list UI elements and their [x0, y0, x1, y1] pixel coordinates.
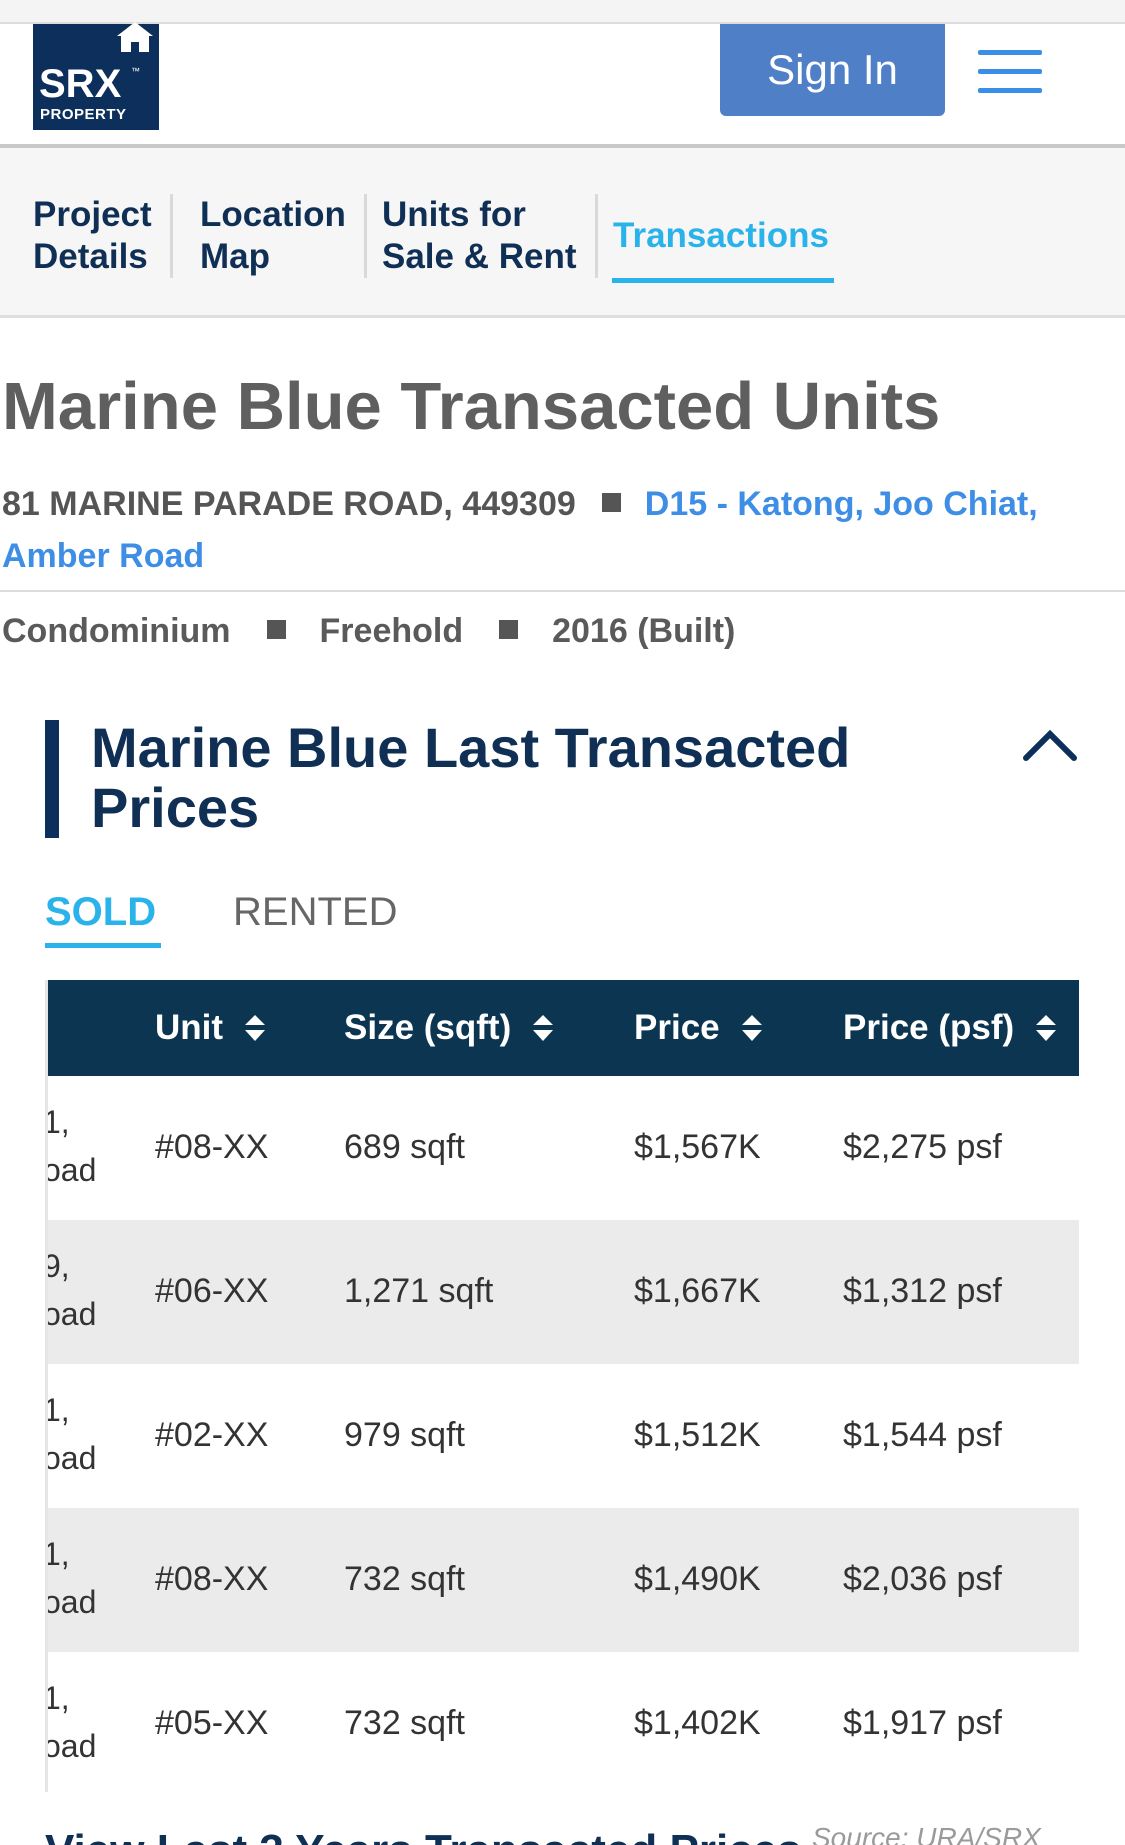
tenure: Freehold — [319, 612, 464, 650]
active-tab-indicator — [612, 278, 834, 283]
project-address: 81 MARINE PARADE ROAD, 449309 D15 - Katon… — [2, 478, 1117, 582]
subtab-indicator — [45, 943, 161, 948]
price-cell: $1,402K — [634, 1704, 761, 1742]
tab-transactions[interactable]: Transactions — [613, 216, 829, 255]
address-cell-clipped: 1, oad — [45, 1104, 97, 1188]
street-address: 81 MARINE PARADE ROAD, 449309 — [2, 485, 576, 523]
address-cell-clipped: 1, oad — [45, 1392, 97, 1476]
site-header: SRX ™ PROPERTY Sign In — [0, 22, 1125, 148]
column-header-unit[interactable]: Unit — [155, 1008, 267, 1048]
data-source-note: Source: URA/SRX — [812, 1822, 1041, 1845]
project-meta: Condominium Freehold 2016 (Built) — [2, 612, 735, 651]
separator-square-icon — [601, 493, 621, 512]
tab-units-for-sale-rent[interactable]: Units for Sale & Rent — [382, 194, 598, 278]
section-accent-bar — [45, 720, 59, 838]
size-cell: 1,271 sqft — [344, 1272, 494, 1310]
subtab-rented[interactable]: RENTED — [233, 890, 398, 934]
tab-location-map[interactable]: Location Map — [200, 194, 367, 278]
psf-cell: $1,917 psf — [843, 1704, 1002, 1742]
psf-cell: $1,312 psf — [843, 1272, 1002, 1310]
year-built: 2016 (Built) — [552, 612, 736, 650]
address-cell-clipped: 1, oad — [45, 1536, 97, 1620]
district-link[interactable]: D15 - Katong, Joo Chiat, Amber Road — [2, 485, 1038, 575]
sort-icon — [533, 1015, 554, 1041]
table-header: Unit Size (sqft) Price Price (psf) — [48, 980, 1079, 1076]
srx-logo[interactable]: SRX ™ PROPERTY — [33, 22, 159, 130]
logo-sub: PROPERTY — [40, 106, 127, 123]
separator-square-icon — [499, 620, 519, 639]
table-row[interactable]: 1, oad #08-XX 732 sqft $1,490K $2,036 psf — [48, 1508, 1079, 1652]
unit-cell: #08-XX — [155, 1128, 269, 1166]
subtab-sold[interactable]: SOLD — [45, 890, 157, 934]
divider — [0, 590, 1125, 592]
price-cell: $1,567K — [634, 1128, 761, 1166]
column-header-price-psf[interactable]: Price (psf) — [843, 1008, 1058, 1048]
unit-cell: #06-XX — [155, 1272, 269, 1310]
top-strip — [0, 0, 1125, 24]
size-cell: 732 sqft — [344, 1704, 465, 1742]
address-cell-clipped: 9, oad — [45, 1248, 97, 1332]
price-cell: $1,490K — [634, 1560, 761, 1598]
price-cell: $1,512K — [634, 1416, 761, 1454]
size-cell: 732 sqft — [344, 1560, 465, 1598]
table-row[interactable]: 1, oad #08-XX 689 sqft $1,567K $2,275 psf — [48, 1076, 1079, 1220]
sort-icon — [1036, 1015, 1057, 1041]
column-header-price[interactable]: Price — [634, 1008, 764, 1048]
table-row[interactable]: 9, oad #06-XX 1,271 sqft $1,667K $1,312 p… — [48, 1220, 1079, 1364]
table-row[interactable]: 1, oad #05-XX 732 sqft $1,402K $1,917 psf — [48, 1652, 1079, 1792]
property-type: Condominium — [2, 612, 231, 650]
address-cell-clipped: 1, oad — [45, 1680, 97, 1764]
column-header-size[interactable]: Size (sqft) — [344, 1008, 555, 1048]
logo-trademark: ™ — [131, 66, 140, 76]
table-row[interactable]: 1, oad #02-XX 979 sqft $1,512K $1,544 psf — [48, 1364, 1079, 1508]
page-title: Marine Blue Transacted Units — [2, 369, 941, 444]
tab-project-details[interactable]: Project Details — [33, 194, 173, 278]
project-nav-tabs: Project Details Location Map Units for S… — [0, 148, 1125, 318]
size-cell: 979 sqft — [344, 1416, 465, 1454]
unit-cell: #08-XX — [155, 1560, 269, 1598]
section-title: Marine Blue Last Transacted Prices — [91, 716, 851, 839]
transactions-table: Unit Size (sqft) Price Price (psf) 1, oad… — [45, 980, 1079, 1792]
separator-square-icon — [266, 620, 286, 639]
price-cell: $1,667K — [634, 1272, 761, 1310]
logo-brand: SRX — [39, 62, 122, 106]
psf-cell: $2,275 psf — [843, 1128, 1002, 1166]
unit-cell: #02-XX — [155, 1416, 269, 1454]
chevron-up-icon[interactable] — [1022, 724, 1078, 764]
psf-cell: $1,544 psf — [843, 1416, 1002, 1454]
sort-icon — [741, 1015, 762, 1041]
psf-cell: $2,036 psf — [843, 1560, 1002, 1598]
unit-cell: #05-XX — [155, 1704, 269, 1742]
size-cell: 689 sqft — [344, 1128, 465, 1166]
sort-icon — [245, 1015, 266, 1041]
house-icon — [117, 22, 153, 52]
view-past-transactions-link[interactable]: View Last 3 Years Transacted Prices — [45, 1826, 802, 1845]
sign-in-button[interactable]: Sign In — [720, 24, 945, 116]
hamburger-menu-icon[interactable] — [975, 50, 1045, 96]
